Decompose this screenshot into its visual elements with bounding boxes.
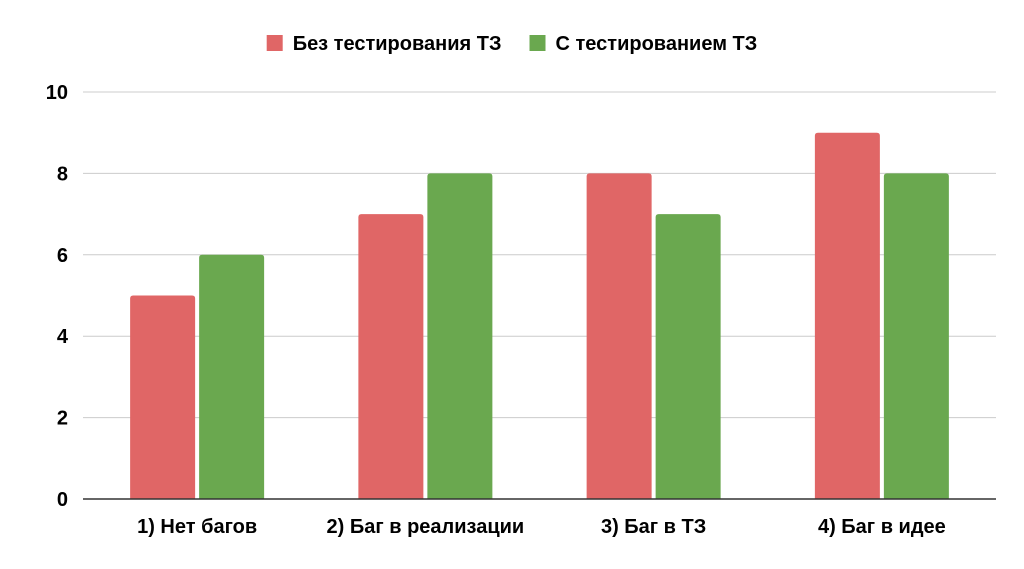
legend-swatch (266, 35, 283, 51)
bars (130, 132, 949, 499)
x-tick-label: 3) Баг в ТЗ (601, 516, 706, 538)
y-tick-label: 10 (46, 82, 68, 104)
y-tick-label: 0 (57, 489, 68, 511)
bar (655, 214, 721, 499)
bar (199, 254, 265, 499)
legend: Без тестирования ТЗ С тестированием ТЗ (266, 33, 758, 55)
bar (814, 132, 880, 499)
legend-swatch (529, 35, 546, 51)
bar (130, 295, 196, 499)
y-tick-label: 6 (57, 245, 68, 267)
y-tick-label: 4 (57, 326, 69, 348)
bar (883, 173, 949, 499)
y-tick-label: 8 (57, 163, 68, 185)
x-tick-label: 2) Баг в реализации (327, 516, 525, 538)
bar (586, 173, 652, 499)
bar (427, 173, 493, 499)
x-tick-label: 4) Баг в идее (818, 516, 946, 538)
y-tick-label: 2 (57, 408, 68, 430)
axes: 0 2 4 6 8 10 1) Нет багов 2) Баг в реализации 3)… (46, 82, 996, 538)
legend-label: Без тестирования ТЗ (293, 33, 502, 55)
bar (358, 214, 424, 499)
legend-label: С тестированием ТЗ (556, 33, 758, 55)
x-tick-label: 1) Нет багов (137, 516, 257, 538)
